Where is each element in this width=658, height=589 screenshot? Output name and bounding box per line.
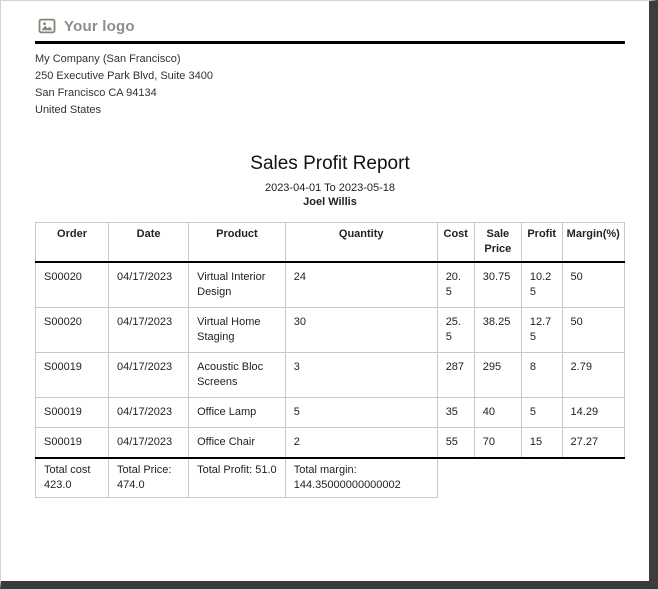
report-salesperson: Joel Willis	[303, 196, 357, 208]
table-cell: Virtual Interior Design	[188, 261, 286, 308]
report-table: Order Date Product Quantity Cost Sale Price Pr…	[34, 222, 626, 498]
table-row: S00019 04/17/2023 Office Lamp 5 35 40 5 14.29	[34, 397, 626, 428]
table-cell: 04/17/2023	[108, 352, 190, 398]
table-cell: 2	[284, 427, 438, 459]
company-country: United States	[35, 104, 102, 116]
table-row: S00019 04/17/2023 Acoustic Bloc Screens 3 28…	[34, 352, 626, 398]
column-header: Margin(%)	[561, 222, 626, 263]
table-cell: 12.75	[520, 307, 563, 353]
table-row: S00020 04/17/2023 Virtual Home Staging 30 25…	[34, 307, 626, 353]
table-cell: 295	[473, 352, 522, 398]
table-row: S00020 04/17/2023 Virtual Interior Design 2…	[34, 261, 626, 308]
column-header: Product	[188, 222, 286, 263]
table-cell: 30	[284, 307, 438, 353]
table-cell: 287	[436, 352, 475, 398]
company-address: My Company (San Francisco) 250 Executive…	[35, 51, 625, 119]
table-cell: 04/17/2023	[108, 307, 190, 353]
column-header: Profit	[520, 222, 563, 263]
table-cell: 15	[520, 427, 563, 459]
table-cell: S00019	[34, 427, 110, 459]
table-cell: 5	[520, 397, 563, 428]
table-cell: 04/17/2023	[108, 397, 190, 428]
company-logo: Your logo	[35, 17, 625, 35]
table-cell: 40	[473, 397, 522, 428]
table-row: S00019 04/17/2023 Office Chair 2 55 70 15 27.27	[34, 427, 626, 459]
table-cell: 55	[436, 427, 475, 459]
table-cell: 50	[561, 261, 626, 308]
table-cell: 3	[284, 352, 438, 398]
report-page: Your logo My Company (San Francisco) 250…	[1, 1, 649, 581]
report-title: Sales Profit Report	[250, 153, 410, 174]
table-cell: Virtual Home Staging	[188, 307, 286, 353]
column-header: Quantity	[284, 222, 438, 263]
total-margin-cell: Total margin: 144.35000000000002	[284, 457, 438, 498]
table-cell: 14.29	[561, 397, 626, 428]
table-cell: 5	[284, 397, 438, 428]
table-cell: 38.25	[473, 307, 522, 353]
table-cell: 70	[473, 427, 522, 459]
table-cell: S00020	[34, 261, 110, 308]
report-date-range: 2023-04-01 To 2023-05-18	[264, 182, 396, 194]
table-cell: S00020	[34, 307, 110, 353]
table-cell: 04/17/2023	[108, 427, 190, 459]
total-profit-cell: Total Profit: 51.0	[188, 457, 286, 498]
table-cell: 10.25	[520, 261, 563, 308]
table-totals-row: Total cost 423.0 Total Price: 474.0 Tota…	[34, 457, 625, 498]
company-city: San Francisco CA 94134	[35, 87, 157, 99]
total-cost-cell: Total cost 423.0	[34, 457, 110, 498]
table-body: S00020 04/17/2023 Virtual Interior Design 2…	[34, 261, 626, 459]
table-cell: Office Lamp	[188, 397, 286, 428]
table-cell: Acoustic Bloc Screens	[188, 352, 286, 398]
totals-empty-cell	[437, 458, 624, 498]
table-cell: 2.79	[561, 352, 626, 398]
company-name: My Company (San Francisco)	[35, 53, 181, 65]
table-cell: 20.5	[436, 261, 475, 308]
company-street: 250 Executive Park Blvd, Suite 3400	[35, 70, 213, 82]
column-header: Order	[34, 222, 110, 263]
column-header: Sale Price	[473, 222, 522, 263]
table-cell: 04/17/2023	[108, 261, 190, 308]
table-cell: 35	[436, 397, 475, 428]
table-cell: 30.75	[473, 261, 522, 308]
table-cell: S00019	[34, 397, 110, 428]
header-divider	[35, 41, 625, 44]
column-header: Date	[108, 222, 190, 263]
logo-text: Your logo	[64, 17, 135, 35]
table-cell: S00019	[34, 352, 110, 398]
column-header: Cost	[436, 222, 475, 263]
table-cell: 50	[561, 307, 626, 353]
table-cell: 8	[520, 352, 563, 398]
table-cell: Office Chair	[188, 427, 286, 459]
logo-image-icon	[38, 17, 56, 35]
table-cell: 24	[284, 261, 438, 308]
table-cell: 25.5	[436, 307, 475, 353]
table-header-row: Order Date Product Quantity Cost Sale Price Pr…	[34, 222, 626, 263]
total-price-cell: Total Price: 474.0	[108, 457, 190, 498]
table-cell: 27.27	[561, 427, 626, 459]
